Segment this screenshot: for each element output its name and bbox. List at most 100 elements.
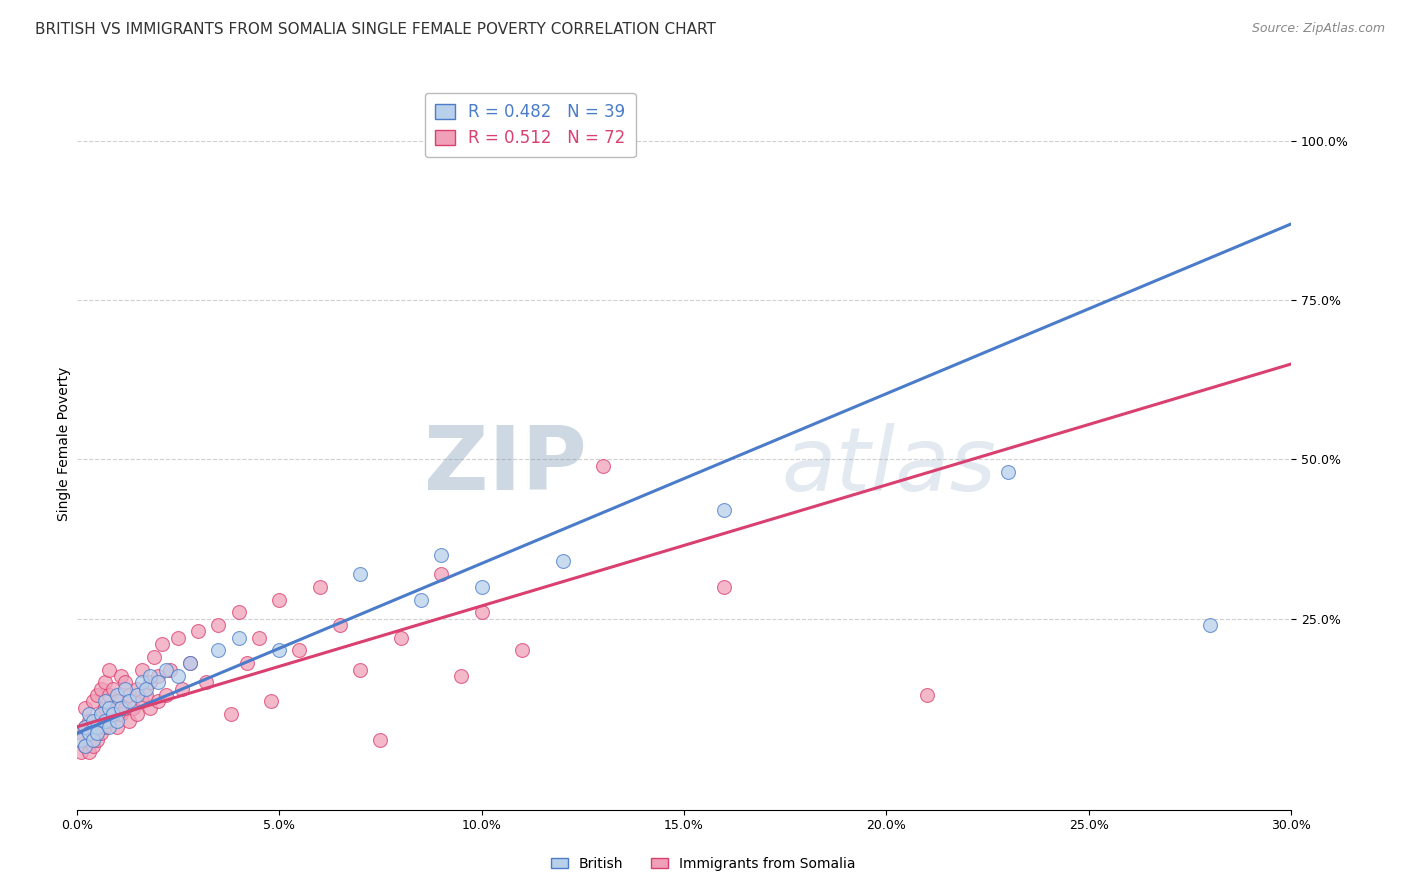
Point [131, 663, 153, 677]
Point [101, 681, 124, 696]
Point [138, 675, 160, 690]
Point [228, 631, 250, 645]
Point [471, 580, 494, 594]
Point [288, 643, 311, 657]
Point [207, 643, 229, 657]
Point [236, 657, 259, 671]
Point [370, 732, 392, 747]
Point [915, 688, 938, 702]
Point [101, 707, 124, 722]
Point [73, 720, 96, 734]
Point [105, 714, 128, 728]
Point [713, 580, 735, 594]
Point [86, 732, 108, 747]
Point [77, 714, 100, 728]
Point [69, 745, 91, 759]
Text: Source: ZipAtlas.com: Source: ZipAtlas.com [1251, 22, 1385, 36]
Point [73, 720, 96, 734]
Point [471, 605, 494, 619]
Point [94, 714, 117, 728]
Point [159, 663, 181, 677]
Point [98, 714, 121, 728]
Point [118, 688, 141, 702]
Point [997, 465, 1019, 479]
Point [114, 681, 136, 696]
Point [170, 681, 193, 696]
Point [269, 592, 291, 607]
Point [114, 675, 136, 690]
Point [77, 726, 100, 740]
Point [90, 681, 112, 696]
Point [150, 637, 173, 651]
Point [94, 675, 117, 690]
Point [127, 688, 149, 702]
Point [308, 580, 330, 594]
Point [82, 694, 104, 708]
Point [82, 739, 104, 753]
Point [142, 649, 165, 664]
Point [349, 567, 371, 582]
Point [105, 694, 128, 708]
Legend: R = 0.482   N = 39, R = 0.512   N = 72: R = 0.482 N = 39, R = 0.512 N = 72 [425, 93, 636, 157]
Point [167, 631, 190, 645]
Point [90, 726, 112, 740]
Point [179, 657, 201, 671]
Point [409, 592, 432, 607]
Point [98, 663, 121, 677]
Point [228, 605, 250, 619]
Point [138, 669, 160, 683]
Point [110, 707, 132, 722]
Point [69, 732, 91, 747]
Point [389, 631, 412, 645]
Point [592, 458, 614, 473]
Point [86, 688, 108, 702]
Point [138, 700, 160, 714]
Point [329, 618, 352, 632]
Point [450, 669, 472, 683]
Point [110, 700, 132, 714]
Point [77, 707, 100, 722]
Point [187, 624, 209, 639]
Point [146, 675, 169, 690]
Point [98, 700, 121, 714]
Point [510, 643, 533, 657]
Point [219, 707, 242, 722]
Point [155, 663, 177, 677]
Point [713, 503, 735, 517]
Point [82, 714, 104, 728]
Point [73, 739, 96, 753]
Point [77, 745, 100, 759]
Point [105, 688, 128, 702]
Point [207, 618, 229, 632]
Point [430, 567, 453, 582]
Point [269, 643, 291, 657]
Text: BRITISH VS IMMIGRANTS FROM SOMALIA SINGLE FEMALE POVERTY CORRELATION CHART: BRITISH VS IMMIGRANTS FROM SOMALIA SINGL… [35, 22, 716, 37]
Legend: British, Immigrants from Somalia: British, Immigrants from Somalia [546, 851, 860, 876]
Point [69, 726, 91, 740]
Point [94, 700, 117, 714]
Point [551, 554, 574, 568]
Point [247, 631, 270, 645]
Point [110, 669, 132, 683]
Point [90, 707, 112, 722]
Point [195, 675, 218, 690]
Point [105, 720, 128, 734]
Point [73, 700, 96, 714]
Point [114, 700, 136, 714]
Point [127, 707, 149, 722]
Text: atlas: atlas [782, 423, 995, 508]
Point [82, 720, 104, 734]
Point [86, 714, 108, 728]
Point [73, 739, 96, 753]
Point [131, 694, 153, 708]
Point [86, 720, 108, 734]
Point [94, 694, 117, 708]
Point [77, 732, 100, 747]
Point [155, 688, 177, 702]
Point [146, 694, 169, 708]
Y-axis label: Single Female Poverty: Single Female Poverty [58, 367, 72, 521]
Point [86, 726, 108, 740]
Point [135, 688, 157, 702]
Point [430, 548, 453, 562]
Point [167, 669, 190, 683]
